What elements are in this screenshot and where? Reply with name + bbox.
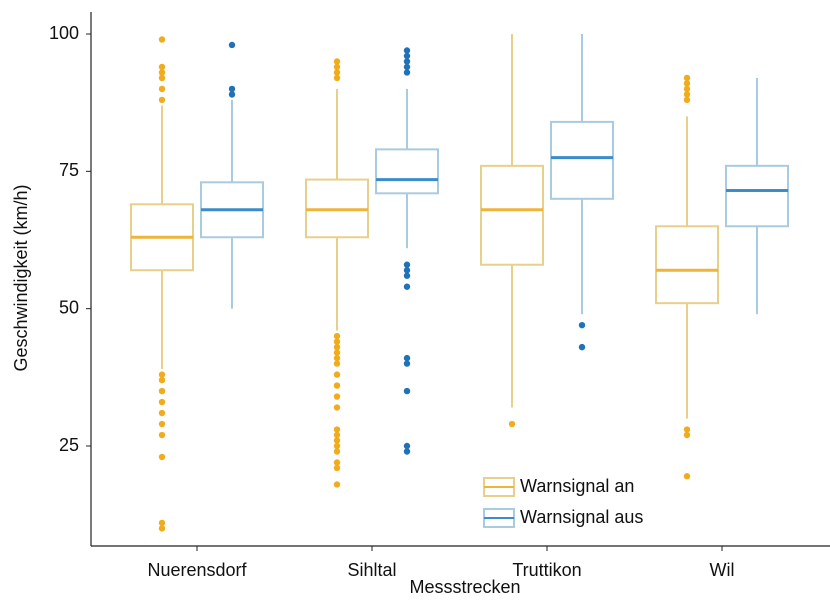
- outlier-point: [333, 404, 341, 411]
- box: [655, 225, 719, 305]
- x-tick-label: Sihltal: [347, 560, 396, 580]
- outlier-point: [333, 58, 341, 65]
- box-group: [655, 74, 719, 480]
- outlier-point: [403, 283, 411, 290]
- outlier-point: [333, 360, 341, 367]
- outlier-point: [403, 442, 411, 450]
- box-group: [550, 34, 614, 351]
- outlier-point: [158, 371, 166, 378]
- legend-item: Warnsignal aus: [483, 507, 643, 528]
- outlier-point: [683, 74, 691, 82]
- box-group: [200, 41, 264, 309]
- outlier-point: [158, 96, 166, 104]
- y-tick-label: 25: [59, 435, 79, 455]
- outlier-point: [333, 448, 341, 455]
- outlier-point: [403, 261, 411, 268]
- outlier-point: [403, 387, 411, 395]
- outlier-point: [333, 354, 341, 362]
- outlier-point: [403, 272, 411, 279]
- outlier-point: [403, 267, 411, 274]
- outlier-point: [403, 47, 411, 54]
- outlier-point: [158, 69, 166, 76]
- x-tick-label: Truttikon: [512, 560, 581, 580]
- outlier-point: [333, 371, 341, 378]
- outlier-point: [333, 349, 341, 356]
- legend-label: Warnsignal an: [520, 476, 634, 496]
- outlier-point: [333, 382, 341, 389]
- box-group: [305, 58, 369, 488]
- outlier-point: [158, 36, 166, 43]
- outlier-point: [333, 437, 341, 444]
- box: [375, 148, 439, 195]
- box-group: [725, 77, 789, 315]
- outlier-point: [333, 74, 341, 82]
- outlier-point: [403, 58, 411, 65]
- box-group: [375, 47, 439, 455]
- outlier-point: [403, 69, 411, 76]
- legend: Warnsignal an Warnsignal aus: [483, 476, 643, 528]
- outlier-point: [683, 85, 691, 93]
- outlier-point: [228, 41, 236, 49]
- x-tick-label: Wil: [710, 560, 735, 580]
- x-tick-label: Nuerensdorf: [147, 560, 247, 580]
- outlier-point: [158, 63, 166, 71]
- outlier-point: [508, 420, 516, 428]
- outlier-point: [403, 52, 411, 60]
- outlier-point: [228, 91, 236, 98]
- outlier-point: [683, 91, 691, 98]
- outlier-point: [158, 85, 166, 93]
- outlier-point: [333, 343, 341, 351]
- outlier-point: [158, 409, 166, 417]
- outlier-point: [683, 473, 691, 480]
- outlier-point: [158, 453, 166, 461]
- outlier-point: [158, 519, 166, 527]
- outlier-point: [403, 354, 411, 362]
- axes: 25 50 75 100 Nuerensdorf Sihltal Truttikon Wil: [49, 12, 830, 580]
- outlier-point: [333, 431, 341, 439]
- outlier-point: [403, 360, 411, 367]
- outlier-point: [333, 464, 341, 472]
- outlier-point: [333, 69, 341, 76]
- outlier-point: [158, 398, 166, 406]
- outlier-point: [333, 481, 341, 488]
- legend-label: Warnsignal aus: [520, 507, 643, 527]
- box: [725, 164, 789, 228]
- outlier-point: [683, 80, 691, 87]
- outlier-point: [333, 338, 341, 345]
- y-tick-label: 100: [49, 23, 79, 43]
- outlier-point: [683, 96, 691, 104]
- outlier-point: [228, 85, 236, 93]
- outlier-point: [333, 332, 341, 340]
- outlier-point: [333, 426, 341, 433]
- outlier-point: [333, 63, 341, 71]
- outlier-point: [333, 393, 341, 400]
- outlier-point: [578, 343, 586, 351]
- outlier-point: [683, 426, 691, 433]
- outlier-point: [158, 525, 166, 532]
- outlier-point: [403, 63, 411, 71]
- outlier-point: [683, 431, 691, 439]
- box: [480, 164, 544, 266]
- outlier-point: [333, 442, 341, 450]
- box-group: [480, 34, 544, 428]
- outlier-point: [158, 420, 166, 428]
- x-axis-label: Messstrecken: [409, 577, 520, 597]
- outlier-point: [578, 321, 586, 329]
- outlier-point: [333, 459, 341, 466]
- y-tick-label: 75: [59, 160, 79, 180]
- y-axis-label: Geschwindigkeit (km/h): [11, 184, 31, 371]
- outlier-point: [158, 431, 166, 439]
- box-group: [130, 36, 194, 532]
- outlier-point: [158, 387, 166, 395]
- box: [550, 120, 614, 200]
- plot-area: [130, 34, 789, 532]
- outlier-point: [158, 376, 166, 384]
- outlier-point: [158, 74, 166, 82]
- y-tick-label: 50: [59, 297, 79, 317]
- outlier-point: [403, 448, 411, 455]
- legend-item: Warnsignal an: [483, 476, 634, 497]
